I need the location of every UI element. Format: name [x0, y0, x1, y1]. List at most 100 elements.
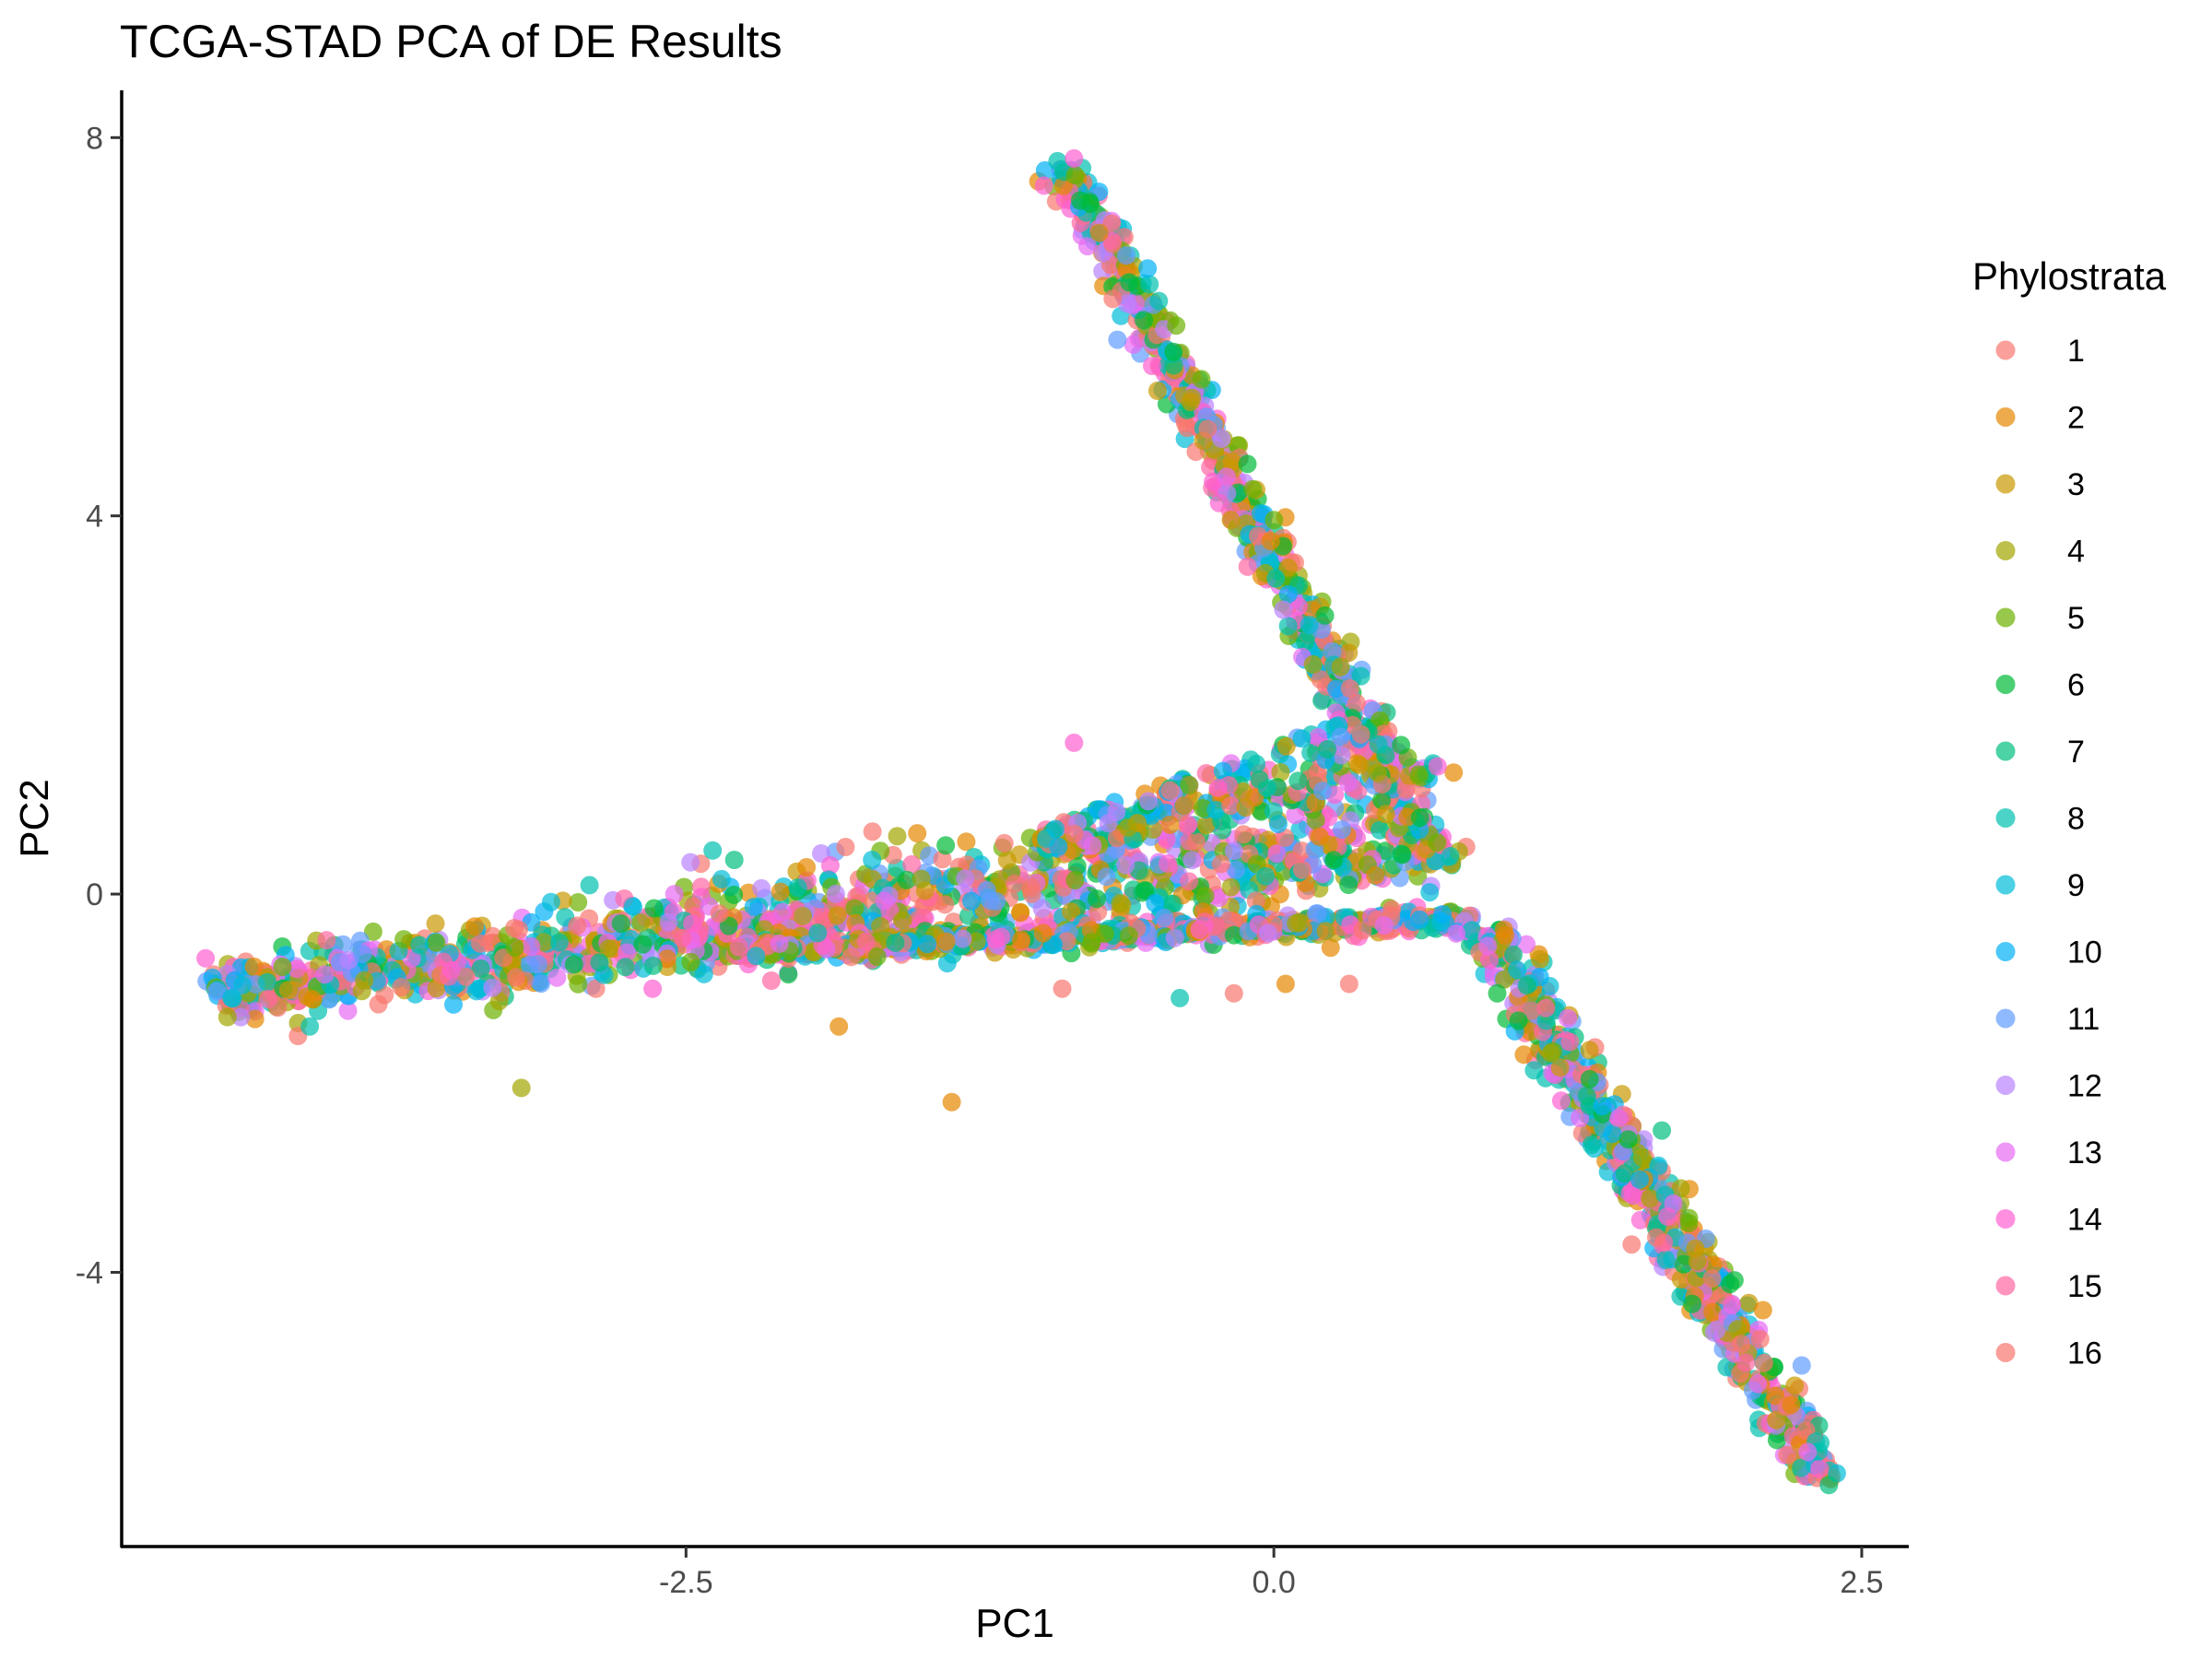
data-point	[1032, 899, 1052, 918]
data-point	[1420, 883, 1440, 902]
data-point	[1340, 679, 1359, 698]
data-point	[1433, 905, 1453, 924]
data-point	[1428, 757, 1447, 776]
data-point	[1099, 814, 1118, 833]
y-axis-title: PC2	[12, 779, 57, 858]
data-point	[568, 916, 587, 935]
data-point	[1702, 1269, 1722, 1288]
data-point	[1286, 806, 1305, 825]
data-point	[681, 853, 700, 872]
data-point	[712, 869, 731, 888]
data-point	[1301, 743, 1321, 762]
data-point	[1609, 1109, 1629, 1128]
data-point	[1238, 557, 1257, 576]
legend-label: 3	[2067, 467, 2085, 502]
data-point	[1097, 867, 1116, 887]
data-point	[1441, 847, 1460, 865]
x-tick-label: -2.5	[659, 1565, 713, 1600]
data-point	[1517, 976, 1536, 995]
data-point	[1331, 657, 1350, 677]
data-point	[1182, 851, 1202, 870]
data-point	[773, 902, 792, 922]
data-point	[1196, 764, 1216, 782]
data-point	[1618, 1130, 1638, 1149]
data-point	[1174, 796, 1194, 815]
data-point	[1103, 289, 1123, 309]
data-point	[770, 934, 789, 953]
data-point	[616, 958, 635, 977]
data-point	[908, 824, 927, 843]
data-point	[1428, 833, 1447, 853]
data-point	[1353, 921, 1372, 940]
data-point	[1315, 606, 1335, 625]
data-point	[599, 939, 618, 959]
data-point	[1221, 511, 1241, 530]
data-point	[1053, 176, 1073, 195]
data-point	[1339, 876, 1359, 894]
data-point	[334, 935, 352, 954]
data-point	[875, 891, 894, 911]
data-point	[1374, 916, 1394, 935]
data-point	[1478, 936, 1498, 956]
legend-label: 8	[2067, 802, 2085, 837]
data-point	[657, 949, 677, 969]
data-point	[1053, 979, 1072, 998]
data-point	[1117, 294, 1136, 313]
data-point	[1266, 569, 1286, 588]
data-point	[1615, 1164, 1634, 1183]
data-point	[1324, 851, 1343, 870]
data-point	[1292, 860, 1312, 879]
data-point	[1306, 811, 1325, 830]
legend-swatch	[1995, 942, 2016, 961]
data-point	[1186, 832, 1206, 852]
data-point	[1767, 1410, 1786, 1430]
data-point	[547, 968, 567, 987]
legend-label: 1	[2067, 334, 2085, 369]
data-point	[1321, 938, 1340, 958]
data-point	[394, 930, 414, 949]
data-point	[794, 906, 812, 925]
data-point	[1649, 1156, 1668, 1175]
legend-label: 15	[2067, 1269, 2102, 1304]
data-point	[830, 1017, 849, 1036]
y-tick-label: -4	[76, 1255, 103, 1290]
data-point	[1296, 632, 1315, 652]
data-point	[1739, 1293, 1759, 1312]
data-point	[569, 893, 588, 912]
data-point	[1480, 950, 1499, 970]
data-point	[1496, 925, 1514, 945]
data-point	[1782, 1395, 1801, 1415]
data-point	[986, 930, 1006, 949]
data-point	[273, 958, 292, 976]
data-point	[1410, 910, 1430, 929]
data-point	[845, 899, 865, 918]
data-point	[586, 979, 606, 998]
data-point	[1630, 1170, 1649, 1189]
legend-swatch	[1995, 474, 2016, 494]
data-point	[1551, 1091, 1571, 1111]
data-point	[1117, 246, 1136, 265]
data-point	[1217, 467, 1236, 487]
data-point	[643, 979, 663, 998]
data-point	[1393, 845, 1412, 865]
data-point	[218, 1007, 237, 1027]
data-point	[752, 878, 771, 898]
data-point	[1347, 693, 1366, 712]
data-point	[1560, 1032, 1580, 1052]
data-point	[1192, 370, 1211, 389]
data-point	[1754, 1353, 1773, 1372]
data-point	[569, 974, 588, 994]
data-point	[1703, 1255, 1723, 1274]
data-point	[1221, 877, 1241, 897]
data-point	[1444, 763, 1464, 782]
data-point	[1620, 1183, 1640, 1203]
data-point	[1778, 1445, 1797, 1465]
data-point	[1274, 600, 1293, 619]
data-point	[1111, 893, 1130, 912]
chart-title: TCGA-STAD PCA of DE Results	[120, 16, 782, 67]
data-point	[1211, 854, 1230, 874]
data-point	[886, 933, 905, 952]
data-point	[1792, 1458, 1811, 1477]
data-point	[912, 869, 931, 888]
data-point	[392, 978, 411, 997]
